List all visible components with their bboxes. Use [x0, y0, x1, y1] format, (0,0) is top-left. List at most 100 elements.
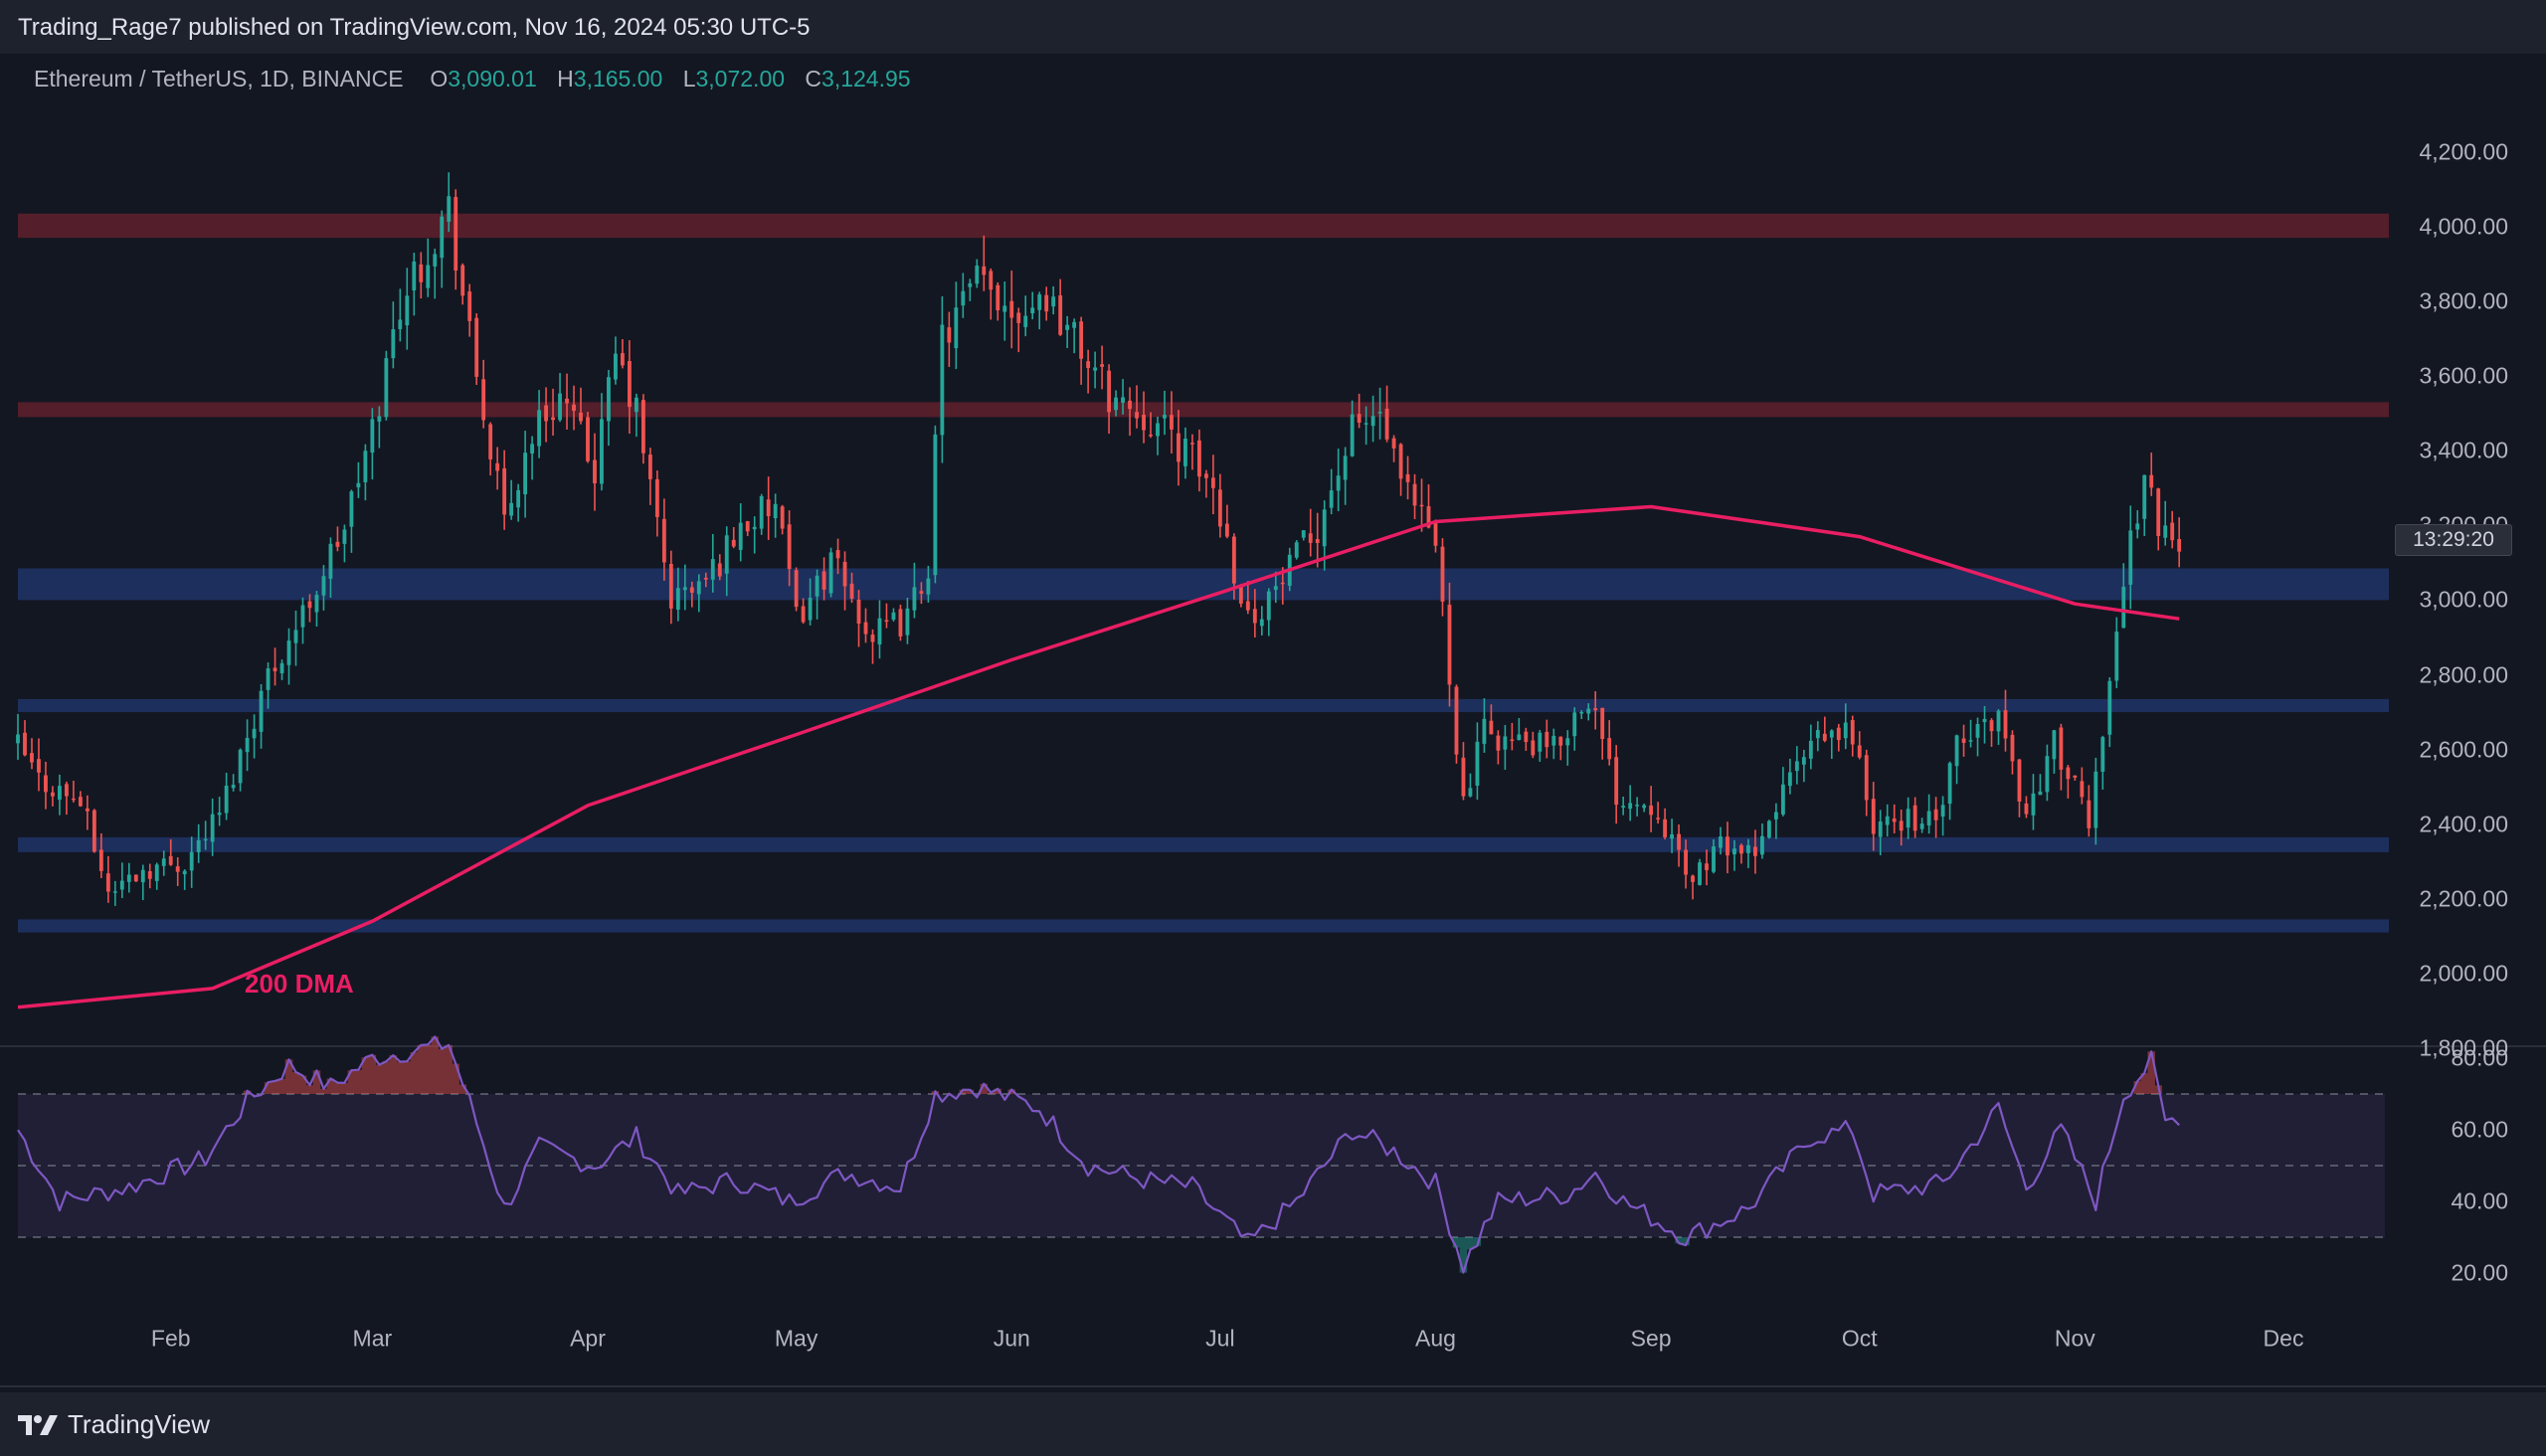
- rsi-oversold-fill: [1452, 1237, 1711, 1273]
- candle-body: [842, 561, 847, 587]
- candle-body: [78, 797, 83, 807]
- candle-body: [1663, 819, 1668, 837]
- candle-body: [954, 307, 959, 349]
- candle-body: [2059, 727, 2064, 770]
- candle-body: [1719, 836, 1723, 848]
- candle-body: [2024, 803, 2029, 815]
- candle-body: [1829, 730, 1834, 738]
- candle-body: [279, 662, 284, 674]
- candle-body: [1635, 805, 1640, 807]
- tradingview-logo[interactable]: TradingView: [18, 1409, 210, 1440]
- candle-body: [384, 358, 389, 418]
- candle-body: [1217, 489, 1222, 527]
- candle-body: [877, 618, 882, 645]
- candle-body: [1850, 720, 1855, 745]
- candle-body: [710, 559, 715, 580]
- candle-body: [787, 524, 792, 570]
- candle-body: [1968, 740, 1973, 742]
- candle-body: [2163, 525, 2168, 538]
- candle-body: [1698, 862, 1702, 885]
- candle-body: [1377, 412, 1382, 414]
- candle-body: [849, 583, 854, 599]
- time-tick-label: Mar: [352, 1325, 393, 1352]
- candle-body: [203, 838, 208, 841]
- resistance-zone-1: [18, 402, 2389, 418]
- candle-body: [766, 499, 771, 516]
- candle-body: [1579, 712, 1584, 714]
- candle-body: [370, 419, 375, 454]
- candle-body: [1656, 818, 1661, 819]
- candle-body: [1808, 740, 1813, 759]
- candle-body: [1280, 582, 1285, 585]
- candle-body: [1121, 397, 1125, 403]
- publish-info: Trading_Rage7 published on TradingView.c…: [18, 14, 811, 41]
- candle-body: [1308, 533, 1313, 543]
- candle-body: [780, 506, 785, 529]
- candle-body: [551, 417, 555, 421]
- candle-body: [1149, 434, 1153, 437]
- candle-body: [1933, 809, 1938, 820]
- candle-body: [1961, 738, 1966, 743]
- candle-body: [1301, 530, 1306, 538]
- symbol-legend: Ethereum / TetherUS, 1D, BINANCE O3,090.…: [34, 66, 925, 92]
- candle-body: [1885, 816, 1890, 825]
- candle-body: [495, 462, 500, 471]
- support-zone-5: [18, 919, 2389, 933]
- candle-body: [224, 785, 229, 814]
- candle-body: [1982, 718, 1987, 723]
- low-label: L: [682, 66, 696, 91]
- candle-body: [1426, 506, 1431, 528]
- candle-body: [1419, 504, 1424, 507]
- candle-body: [1510, 739, 1515, 741]
- candle-body: [1857, 745, 1862, 758]
- candle-body: [523, 453, 528, 495]
- candle-body: [1691, 875, 1695, 882]
- chart-canvas[interactable]: [0, 54, 2546, 1392]
- candle-body: [259, 690, 264, 732]
- candle-body: [905, 608, 910, 636]
- candle-body: [1329, 490, 1334, 508]
- candle-body: [1628, 803, 1633, 810]
- candle-body: [1086, 361, 1091, 369]
- candle-body: [898, 609, 903, 637]
- candle-body: [1231, 536, 1236, 584]
- candle-body: [391, 329, 396, 359]
- candle-body: [1843, 722, 1848, 739]
- candle-body: [731, 539, 736, 547]
- candle-body: [2087, 800, 2091, 828]
- candle-body: [1621, 806, 1626, 808]
- candle-body: [1058, 294, 1063, 335]
- candle-body: [1114, 397, 1118, 411]
- candle-body: [1065, 324, 1070, 330]
- price-tick-label: 2,000.00: [2419, 960, 2508, 987]
- candle-body: [821, 571, 826, 590]
- candle-body: [112, 891, 117, 893]
- candle-body: [447, 196, 452, 222]
- candle-body: [335, 541, 340, 547]
- candle-body: [2107, 680, 2112, 735]
- chart-area[interactable]: Ethereum / TetherUS, 1D, BINANCE O3,090.…: [0, 54, 2546, 1392]
- time-tick-label: Oct: [1841, 1325, 1878, 1352]
- candle-body: [975, 266, 980, 284]
- candle-body: [1780, 784, 1785, 815]
- support-zone-2: [18, 568, 2389, 601]
- candle-body: [273, 667, 277, 672]
- candle-body: [196, 839, 201, 852]
- candle-body: [1190, 443, 1194, 445]
- candle-body: [1787, 772, 1792, 787]
- candle-body: [2052, 730, 2057, 760]
- candle-body: [1670, 833, 1675, 839]
- candle-body: [1551, 735, 1556, 746]
- candle-body: [2128, 530, 2133, 585]
- candle-body: [627, 361, 632, 408]
- close-value: 3,124.95: [821, 66, 911, 91]
- candle-body: [1586, 708, 1591, 714]
- candle-body: [405, 295, 410, 326]
- candle-body: [1919, 823, 1924, 829]
- candle-body: [2003, 710, 2008, 739]
- candle-body: [940, 324, 945, 436]
- candle-body: [307, 601, 312, 609]
- candle-body: [98, 849, 103, 871]
- candle-body: [168, 855, 173, 865]
- candle-body: [1203, 473, 1208, 478]
